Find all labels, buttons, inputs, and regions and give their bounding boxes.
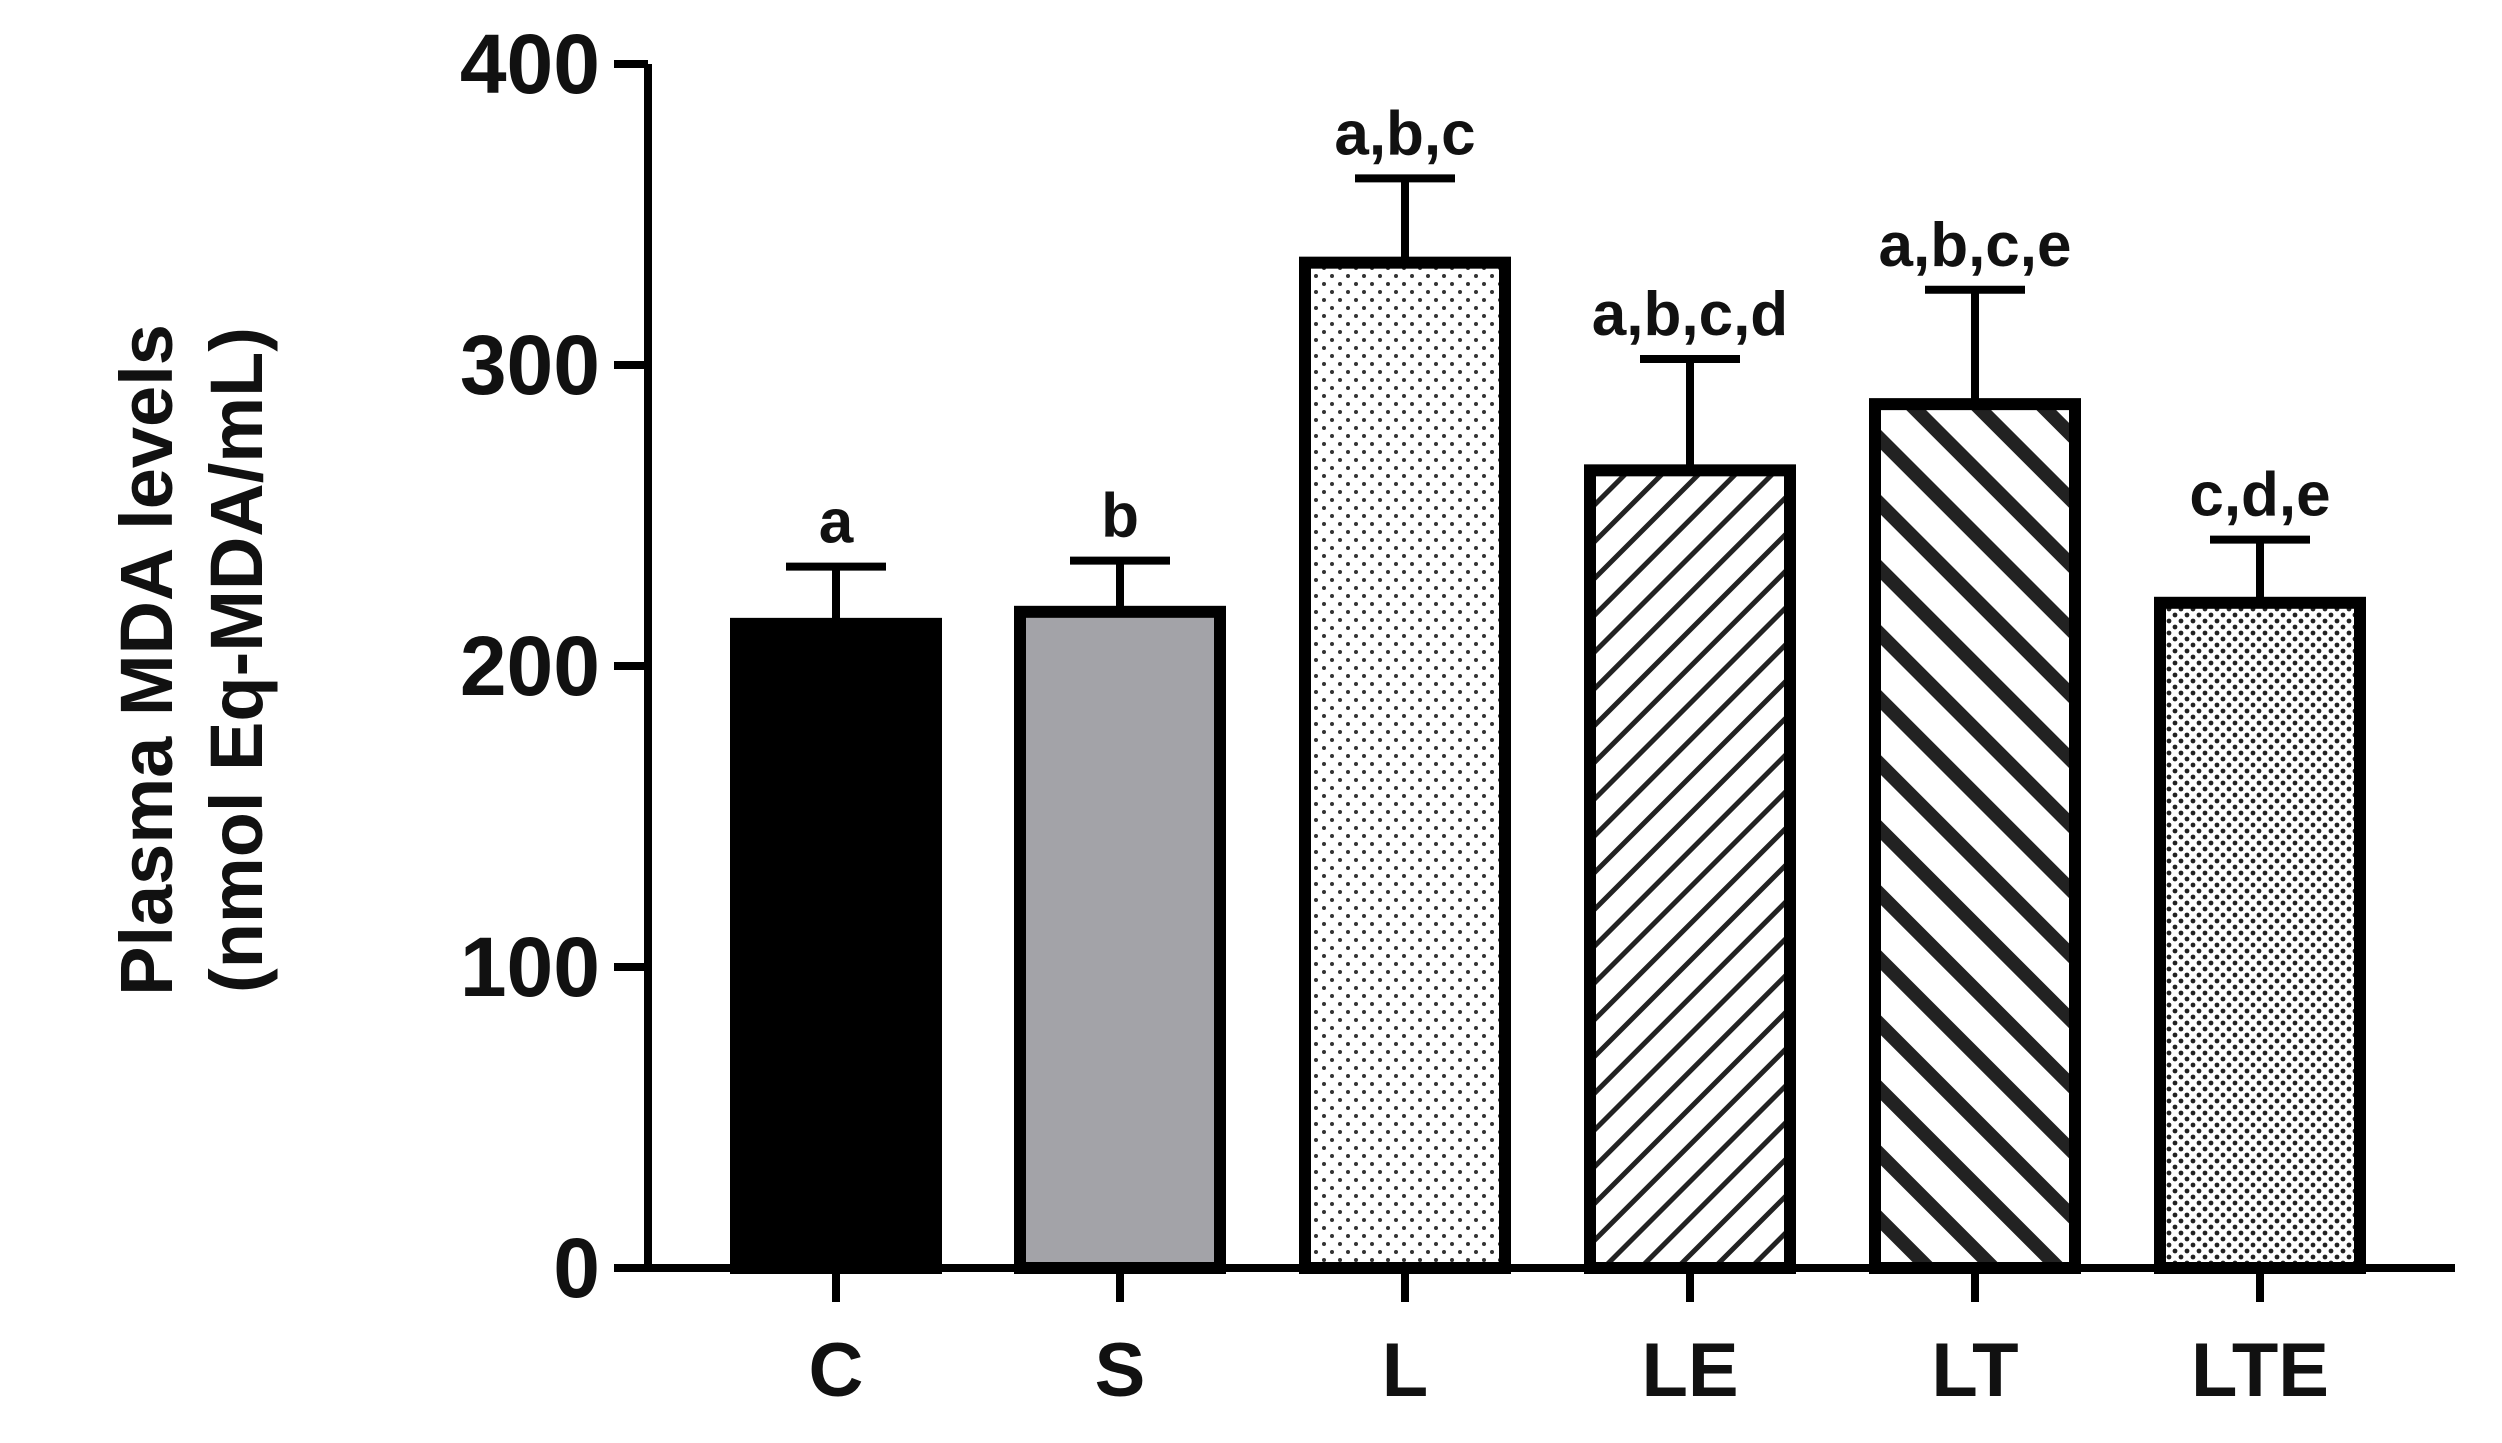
bar-l <box>1299 256 1511 1275</box>
bar-c <box>730 617 942 1274</box>
significance-label-c: a <box>819 488 854 557</box>
y-axis-label-line-1: Plasma MDA levels <box>105 324 188 996</box>
x-tick-label-lte: LTE <box>2191 1328 2329 1413</box>
bar-s <box>1014 605 1226 1274</box>
error-bars <box>786 174 2310 624</box>
significance-label-l: a,b,c <box>1334 99 1475 168</box>
x-ticks: C S L LE LT LTE <box>809 1268 2329 1413</box>
y-axis-label-line-2: (nmol Eq-MDA/mL) <box>195 327 278 993</box>
x-tick-label-lt: LT <box>1931 1328 2018 1413</box>
bar-lte <box>2154 596 2366 1274</box>
bar-lt <box>1869 398 2081 1274</box>
y-tick-label: 100 <box>460 920 600 1014</box>
y-tick-label: 0 <box>553 1221 600 1315</box>
significance-label-le: a,b,c,d <box>1592 280 1788 349</box>
y-tick-label: 300 <box>460 318 600 412</box>
x-tick-label-l: L <box>1382 1328 1428 1413</box>
x-tick-label-c: C <box>809 1328 864 1413</box>
bar-le <box>1584 464 1796 1275</box>
significance-label-lte: c,d,e <box>2189 461 2330 530</box>
bars <box>730 256 2366 1275</box>
y-ticks: 0 100 200 300 400 <box>460 17 648 1315</box>
x-tick-label-s: S <box>1095 1328 1146 1413</box>
y-axis-label: Plasma MDA levels (nmol Eq-MDA/mL) <box>105 324 278 996</box>
significance-label-s: b <box>1101 482 1139 551</box>
significance-labels: a b a,b,c a,b,c,d a,b,c,e c,d,e <box>819 99 2331 556</box>
y-tick-label: 200 <box>460 619 600 713</box>
y-tick-label: 400 <box>460 17 600 111</box>
significance-label-lt: a,b,c,e <box>1879 211 2072 280</box>
x-tick-label-le: LE <box>1641 1328 1738 1413</box>
